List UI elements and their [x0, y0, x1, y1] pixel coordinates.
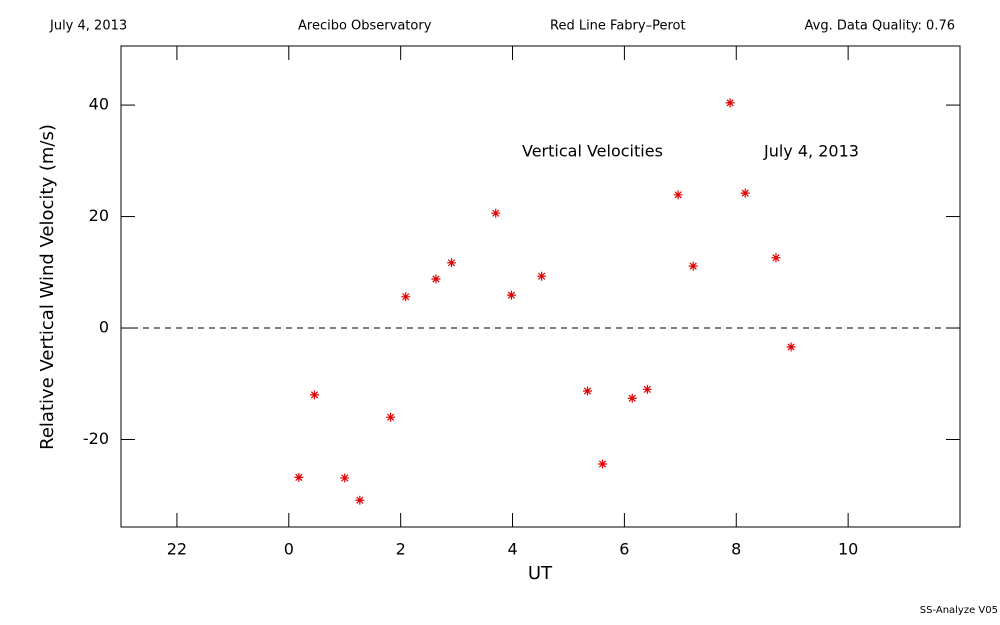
point [582, 386, 592, 396]
point [537, 271, 547, 281]
x-tick-label: 22 [167, 540, 187, 559]
point [491, 208, 501, 218]
point [688, 261, 698, 271]
x-tick-label: 0 [284, 540, 294, 559]
point [771, 253, 781, 263]
y-axis-label: Relative Vertical Wind Velocity (m/s) [37, 124, 58, 450]
x-tick-label: 2 [396, 540, 406, 559]
point [725, 98, 735, 108]
y-tick-label: 0 [99, 318, 109, 337]
point [401, 292, 411, 302]
point [598, 459, 608, 469]
y-tick-label: 20 [89, 206, 109, 225]
point [355, 495, 365, 505]
x-tick-label: 8 [731, 540, 741, 559]
header-instrument: Red Line Fabry–Perot [550, 19, 686, 34]
plot-frame [120, 45, 961, 528]
x-tick-label: 6 [619, 540, 629, 559]
x-tick-label: 10 [838, 540, 858, 559]
annotation: July 4, 2013 [763, 142, 859, 161]
x-tick-label: 4 [507, 540, 517, 559]
point [673, 190, 683, 200]
header-quality: Avg. Data Quality: 0.76 [805, 19, 955, 34]
annotation: Vertical Velocities [522, 142, 663, 161]
point [431, 274, 441, 284]
y-tick-label: -20 [83, 429, 109, 448]
point [642, 384, 652, 394]
point [386, 412, 396, 422]
point [340, 473, 350, 483]
y-tick-label: 40 [89, 95, 109, 114]
x-axis-label: UT [528, 563, 553, 584]
header-date: July 4, 2013 [49, 19, 127, 34]
point [786, 342, 796, 352]
footer: SS-Analyze V05 [920, 605, 998, 616]
point [506, 290, 516, 300]
point [310, 390, 320, 400]
point [294, 472, 304, 482]
point [627, 393, 637, 403]
point [740, 188, 750, 198]
point [447, 258, 457, 268]
header-site: Arecibo Observatory [298, 19, 432, 34]
